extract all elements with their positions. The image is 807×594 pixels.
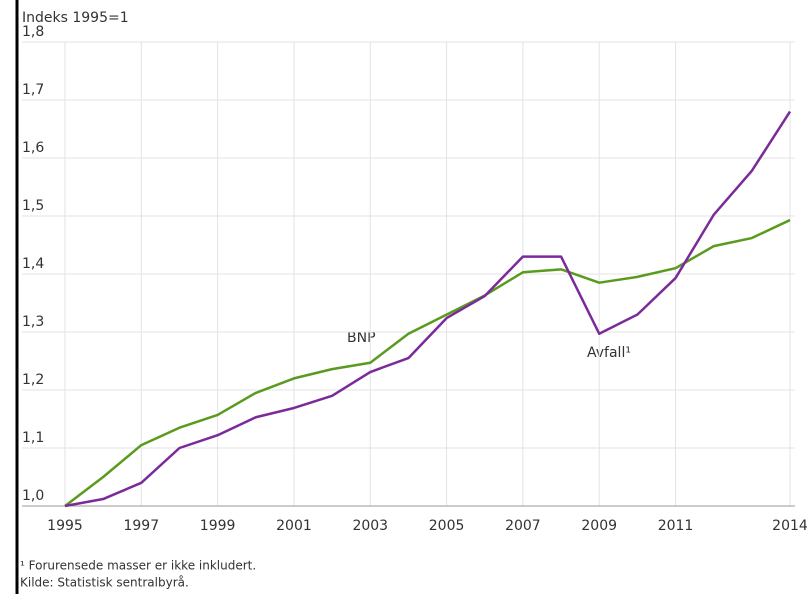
y-tick-label: 1,4	[22, 256, 44, 272]
x-tick-label: 1995	[47, 518, 83, 534]
x-tick-label: 2003	[352, 518, 388, 534]
y-tick-label: 1,3	[22, 314, 44, 330]
y-tick-label: 1,1	[22, 430, 44, 446]
series-label: BNP	[347, 330, 376, 346]
x-tick-label: 2007	[505, 518, 541, 534]
series-line	[64, 110, 792, 508]
y-tick-label: 1,0	[22, 488, 44, 504]
x-tick-label: 2001	[276, 518, 312, 534]
x-tick-label: 1999	[200, 518, 236, 534]
y-tick-label: 1,6	[22, 140, 44, 156]
y-tick-label: 1,7	[22, 82, 44, 98]
x-tick-label: 2009	[581, 518, 617, 534]
x-tick-label: 2011	[658, 518, 694, 534]
x-tick-label: 2005	[429, 518, 465, 534]
x-tick-label: 1997	[123, 518, 159, 534]
y-tick-label: 1,2	[22, 372, 44, 388]
y-tick-label: 1,5	[22, 198, 44, 214]
series-label: Avfall¹	[587, 345, 631, 361]
y-axis-label: Indeks 1995=1	[22, 10, 129, 26]
footnote: ¹ Forurensede masser er ikke inkludert.	[20, 559, 256, 573]
footnote: Kilde: Statistisk sentralbyrå.	[20, 576, 189, 590]
x-tick-label: 2014	[772, 518, 807, 534]
series-line	[64, 218, 791, 507]
y-tick-label: 1,8	[22, 24, 44, 40]
